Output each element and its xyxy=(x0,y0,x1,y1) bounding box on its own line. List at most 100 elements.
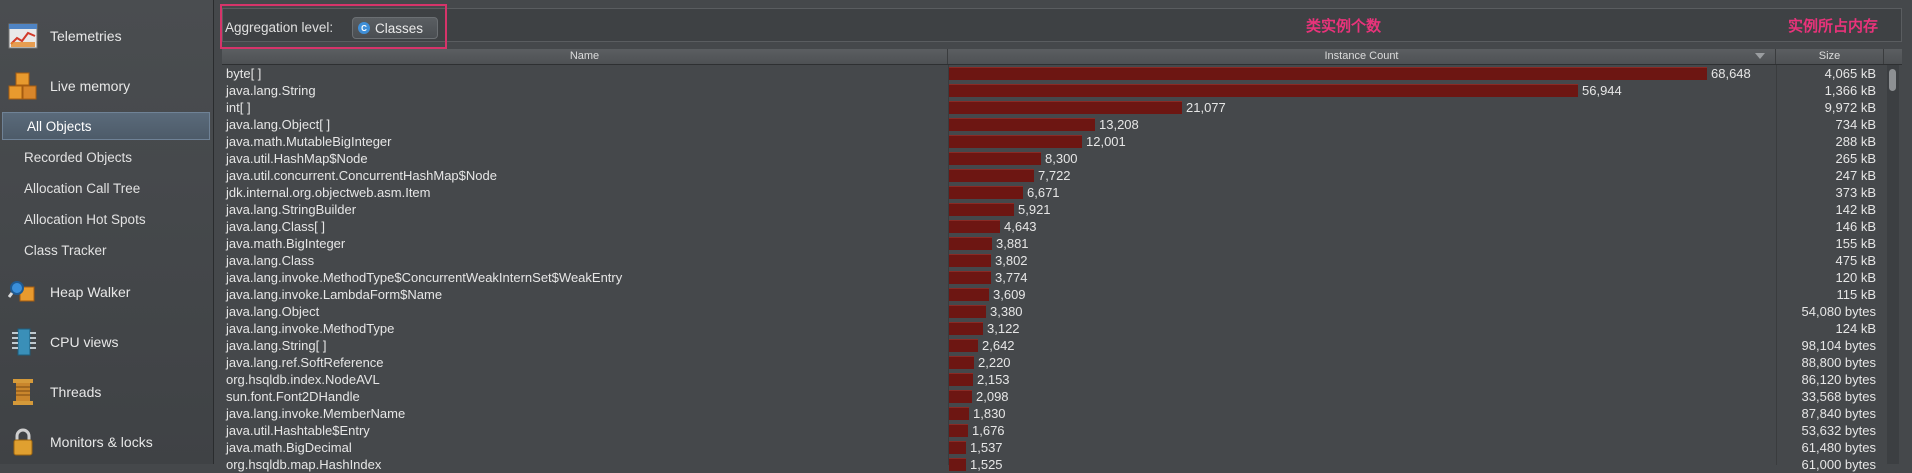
size-annotation: 实例所占内存 xyxy=(1788,17,1879,35)
class-name-cell: java.math.MutableBigInteger xyxy=(226,134,392,149)
class-name-cell: java.lang.invoke.LambdaForm$Name xyxy=(226,287,443,302)
instance-count-cell: 12,001 xyxy=(1086,134,1126,149)
instance-count-cell: 1,676 xyxy=(972,423,1005,438)
instance-count-bar xyxy=(949,390,972,403)
table-row[interactable]: java.lang.Class 3,802 475 kB xyxy=(222,252,1884,269)
sidebar-item-label: Recorded Objects xyxy=(24,149,133,165)
size-cell: 1,366 kB xyxy=(1824,83,1876,98)
instance-count-cell: 3,609 xyxy=(993,287,1026,302)
sidebar-section-monitors-locks[interactable]: Monitors & locks xyxy=(0,420,214,464)
table-row[interactable]: org.hsqldb.map.HashIndex 1,525 61,000 byte… xyxy=(222,456,1884,473)
table-row[interactable]: java.lang.Object[ ] 13,208 734 kB xyxy=(222,116,1884,133)
instance-count-cell: 6,671 xyxy=(1027,185,1060,200)
size-cell: 54,080 bytes xyxy=(1801,304,1876,319)
table-row[interactable]: java.lang.invoke.MemberName 1,830 87,840 b… xyxy=(222,405,1884,422)
instance-count-bar xyxy=(949,373,973,386)
instance-count-cell: 21,077 xyxy=(1186,100,1226,115)
size-cell: 734 kB xyxy=(1835,117,1876,132)
table-row[interactable]: java.math.BigInteger 3,881 155 kB xyxy=(222,235,1884,252)
table-row[interactable]: sun.font.Font2DHandle 2,098 33,568 bytes xyxy=(222,388,1884,405)
sidebar-section-label: CPU views xyxy=(50,334,119,350)
sidebar-section-live-memory[interactable]: Live memory xyxy=(0,64,214,108)
class-name-cell: java.lang.ref.SoftReference xyxy=(226,355,384,370)
size-cell: 9,972 kB xyxy=(1824,100,1876,115)
sidebar-section-label: Threads xyxy=(50,384,102,400)
table-row[interactable]: java.util.Hashtable$Entry 1,676 53,632 byt… xyxy=(222,422,1884,439)
instance-count-cell: 5,921 xyxy=(1018,202,1051,217)
column-header-label: Instance Count xyxy=(1324,50,1399,62)
table-row[interactable]: java.lang.Object 3,380 54,080 bytes xyxy=(222,303,1884,320)
instance-count-cell: 4,643 xyxy=(1004,219,1037,234)
column-header-label: Size xyxy=(1818,50,1841,62)
sidebar-section-telemetries[interactable]: Telemetries xyxy=(0,14,214,58)
table-row[interactable]: java.lang.StringBuilder 5,921 142 kB xyxy=(222,201,1884,218)
size-cell: 124 kB xyxy=(1835,321,1876,336)
sidebar-section-cpu-views[interactable]: CPU views xyxy=(0,320,214,364)
table-body: byte[ ] 68,648 4,065 kB java.lang.String 56,… xyxy=(222,65,1884,473)
scrollbar-thumb[interactable] xyxy=(1889,69,1896,91)
class-name-cell: byte[ ] xyxy=(226,66,262,81)
size-cell: 61,000 bytes xyxy=(1801,457,1876,472)
class-name-cell: sun.font.Font2DHandle xyxy=(226,389,360,404)
class-name-cell: java.lang.Class xyxy=(226,253,315,268)
instance-count-bar xyxy=(949,220,1000,233)
sidebar-section-threads[interactable]: Threads xyxy=(0,370,214,414)
class-name-cell: java.util.HashMap$Node xyxy=(226,151,368,166)
cpu-chip-icon xyxy=(8,327,38,357)
instance-count-cell: 2,153 xyxy=(977,372,1010,387)
column-header-name[interactable]: Name xyxy=(222,49,948,64)
vertical-scrollbar[interactable] xyxy=(1887,65,1899,464)
table-row[interactable]: int[ ] 21,077 9,972 kB xyxy=(222,99,1884,116)
table-row[interactable]: java.lang.String 56,944 1,366 kB xyxy=(222,82,1884,99)
table-row[interactable]: java.math.BigDecimal 1,537 61,480 bytes xyxy=(222,439,1884,456)
size-cell: 53,632 bytes xyxy=(1801,423,1876,438)
class-name-cell: java.lang.invoke.MemberName xyxy=(226,406,406,421)
table-row[interactable]: java.math.MutableBigInteger 12,001 288 kB xyxy=(222,133,1884,150)
class-name-cell: java.lang.StringBuilder xyxy=(226,202,357,217)
instance-count-bar xyxy=(949,67,1707,80)
instance-count-cell: 3,774 xyxy=(995,270,1028,285)
table-row[interactable]: java.lang.String[ ] 2,642 98,104 bytes xyxy=(222,337,1884,354)
instance-count-bar xyxy=(949,254,991,267)
sidebar-section-label: Live memory xyxy=(50,78,131,94)
table-row[interactable]: jdk.internal.org.objectweb.asm.Item 6,671… xyxy=(222,184,1884,201)
instance-count-bar xyxy=(949,152,1041,165)
sidebar-item-allocation-hot-spots[interactable]: Allocation Hot Spots xyxy=(0,205,214,233)
instance-count-bar xyxy=(949,237,992,250)
sidebar-item-all-objects[interactable]: All Objects xyxy=(2,112,210,140)
instance-count-bar xyxy=(949,203,1014,216)
instance-count-bar xyxy=(949,169,1034,182)
sort-descending-icon xyxy=(1755,53,1765,59)
table-row[interactable]: java.lang.ref.SoftReference 2,220 88,800 b… xyxy=(222,354,1884,371)
instance-count-bar xyxy=(949,458,966,471)
table-row[interactable]: byte[ ] 68,648 4,065 kB xyxy=(222,65,1884,82)
table-row[interactable]: java.lang.invoke.MethodType$ConcurrentWe… xyxy=(222,269,1884,286)
size-cell: 4,065 kB xyxy=(1824,66,1876,81)
class-name-cell: java.util.Hashtable$Entry xyxy=(226,423,370,438)
size-cell: 87,840 bytes xyxy=(1801,406,1876,421)
column-header-size[interactable]: Size xyxy=(1776,49,1884,64)
sidebar-section-label: Monitors & locks xyxy=(50,434,153,450)
sidebar-section-label: Telemetries xyxy=(50,28,122,44)
size-cell: 88,800 bytes xyxy=(1801,355,1876,370)
sidebar-item-label: Class Tracker xyxy=(24,242,107,258)
table-row[interactable]: java.util.HashMap$Node 8,300 265 kB xyxy=(222,150,1884,167)
instance-count-cell: 3,380 xyxy=(990,304,1023,319)
class-name-cell: org.hsqldb.map.HashIndex xyxy=(226,457,382,472)
table-row[interactable]: java.lang.invoke.MethodType 3,122 124 kB xyxy=(222,320,1884,337)
aggregation-level-label: Aggregation level: xyxy=(225,20,334,35)
table-row[interactable]: java.lang.invoke.LambdaForm$Name 3,609 115… xyxy=(222,286,1884,303)
table-row[interactable]: org.hsqldb.index.NodeAVL 2,153 86,120 byte… xyxy=(222,371,1884,388)
sidebar-item-class-tracker[interactable]: Class Tracker xyxy=(0,236,214,264)
class-name-cell: java.lang.String[ ] xyxy=(226,338,327,353)
sidebar-item-recorded-objects[interactable]: Recorded Objects xyxy=(0,143,214,171)
table-row[interactable]: java.util.concurrent.ConcurrentHashMap$N… xyxy=(222,167,1884,184)
class-name-cell: java.lang.Object xyxy=(226,304,320,319)
size-cell: 86,120 bytes xyxy=(1801,372,1876,387)
column-divider xyxy=(1776,65,1777,465)
column-header-instance-count[interactable]: Instance Count xyxy=(948,49,1776,64)
sidebar-section-heap-walker[interactable]: Heap Walker xyxy=(0,270,214,314)
aggregation-level-dropdown[interactable]: C Classes xyxy=(352,17,438,39)
table-row[interactable]: java.lang.Class[ ] 4,643 146 kB xyxy=(222,218,1884,235)
sidebar-item-allocation-call-tree[interactable]: Allocation Call Tree xyxy=(0,174,214,202)
